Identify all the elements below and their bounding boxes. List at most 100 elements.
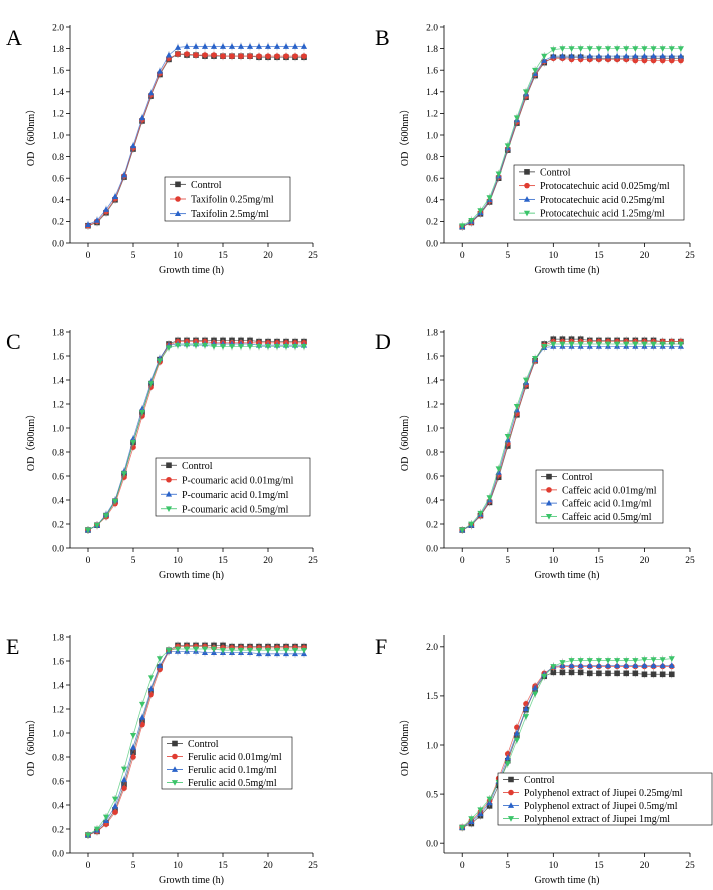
data-point <box>604 658 612 664</box>
data-point <box>595 662 602 668</box>
data-point <box>273 344 281 350</box>
y-tick-label: 0.6 <box>426 472 438 482</box>
data-point <box>650 671 657 678</box>
x-tick-label: 0 <box>460 861 465 871</box>
legend-marker <box>523 210 531 217</box>
data-point <box>632 57 639 64</box>
data-point <box>156 662 164 669</box>
data-point <box>614 662 621 668</box>
legend-label: Caffeic acid 0.5mg/ml <box>562 512 652 523</box>
legend-marker <box>546 473 552 480</box>
y-axis-title: OD（600nm） <box>25 714 37 776</box>
data-point <box>121 785 127 791</box>
data-point <box>165 51 173 58</box>
data-point <box>641 46 648 52</box>
data-point <box>677 52 684 59</box>
x-tick-label: 15 <box>218 861 228 871</box>
legend-label: Protocatechuic acid 1.25mg/ml <box>540 209 665 220</box>
data-point <box>129 744 137 750</box>
x-tick-label: 10 <box>549 251 559 261</box>
y-tick-label: 1.0 <box>52 424 64 434</box>
data-point <box>264 344 272 350</box>
data-point <box>650 657 657 663</box>
legend-label: Caffeic acid 0.1mg/ml <box>562 499 652 510</box>
data-point <box>282 647 290 654</box>
data-point <box>632 341 639 348</box>
data-point <box>111 796 119 803</box>
data-point <box>559 46 566 52</box>
data-point <box>156 358 164 365</box>
legend-marker <box>171 780 179 786</box>
data-point <box>193 52 199 58</box>
legend: Control P-coumaric acid 0.01mg/ml P-coumar… <box>155 457 311 517</box>
legend-marker <box>172 753 178 760</box>
data-point <box>138 701 146 708</box>
data-point <box>595 52 602 59</box>
legend-marker <box>171 766 179 772</box>
data-point <box>577 662 584 668</box>
data-point <box>291 647 299 654</box>
data-point <box>605 670 611 677</box>
data-point <box>586 52 593 59</box>
y-axis-title: OD（600nm） <box>25 409 37 471</box>
x-axis-title: Growth time (h) <box>159 875 224 886</box>
series-caffeic-acid-0-5mg-ml <box>459 340 684 534</box>
data-point <box>282 43 290 49</box>
data-point <box>504 143 511 150</box>
data-point <box>147 685 155 691</box>
data-point <box>513 737 520 744</box>
panel-letter: E <box>6 634 19 659</box>
data-point <box>210 43 218 49</box>
data-point <box>568 46 575 52</box>
data-point <box>265 53 271 59</box>
data-point <box>211 52 217 58</box>
data-point <box>568 669 575 676</box>
data-point <box>541 53 548 60</box>
y-tick-label: 0.2 <box>52 218 64 228</box>
data-point <box>273 43 281 49</box>
data-point <box>623 46 630 52</box>
legend-label: Ferulic acid 0.5mg/ml <box>188 778 277 789</box>
x-tick-label: 25 <box>685 861 695 871</box>
data-point <box>301 53 307 59</box>
data-point <box>192 43 200 49</box>
data-point <box>641 662 648 668</box>
data-point <box>129 435 137 442</box>
x-tick-label: 20 <box>263 861 273 871</box>
legend-box <box>155 457 311 517</box>
x-tick-label: 5 <box>131 251 136 261</box>
data-point <box>129 440 137 446</box>
y-tick-label: 1.2 <box>426 400 438 410</box>
data-point <box>568 341 575 348</box>
data-point <box>596 670 602 677</box>
y-tick-label: 0.0 <box>426 544 438 554</box>
data-point <box>147 89 155 96</box>
data-point <box>614 658 621 664</box>
legend-marker <box>524 182 530 189</box>
data-point <box>255 344 263 350</box>
y-tick-label: 1.8 <box>52 633 64 643</box>
data-point <box>668 46 675 52</box>
y-tick-label: 1.8 <box>52 45 64 55</box>
data-point <box>586 658 593 664</box>
y-tick-label: 1.0 <box>426 424 438 434</box>
data-point <box>659 657 666 663</box>
data-point <box>532 684 539 691</box>
data-point <box>550 52 557 59</box>
data-point <box>477 807 484 814</box>
y-tick-label: 1.2 <box>52 110 64 120</box>
data-point <box>641 341 648 348</box>
y-tick-label: 1.6 <box>52 67 64 77</box>
y-tick-label: 0.0 <box>52 239 64 249</box>
x-tick-label: 0 <box>86 556 91 566</box>
x-axis-title: Growth time (h) <box>535 875 600 886</box>
legend-label: Taxifolin 0.25mg/ml <box>191 195 274 206</box>
data-point <box>468 217 475 224</box>
y-tick-label: 0.0 <box>52 849 64 859</box>
data-point <box>165 345 173 351</box>
data-point <box>477 208 484 214</box>
panel-letter: C <box>6 329 21 354</box>
data-point <box>292 53 298 59</box>
y-tick-label: 0.6 <box>52 472 64 482</box>
